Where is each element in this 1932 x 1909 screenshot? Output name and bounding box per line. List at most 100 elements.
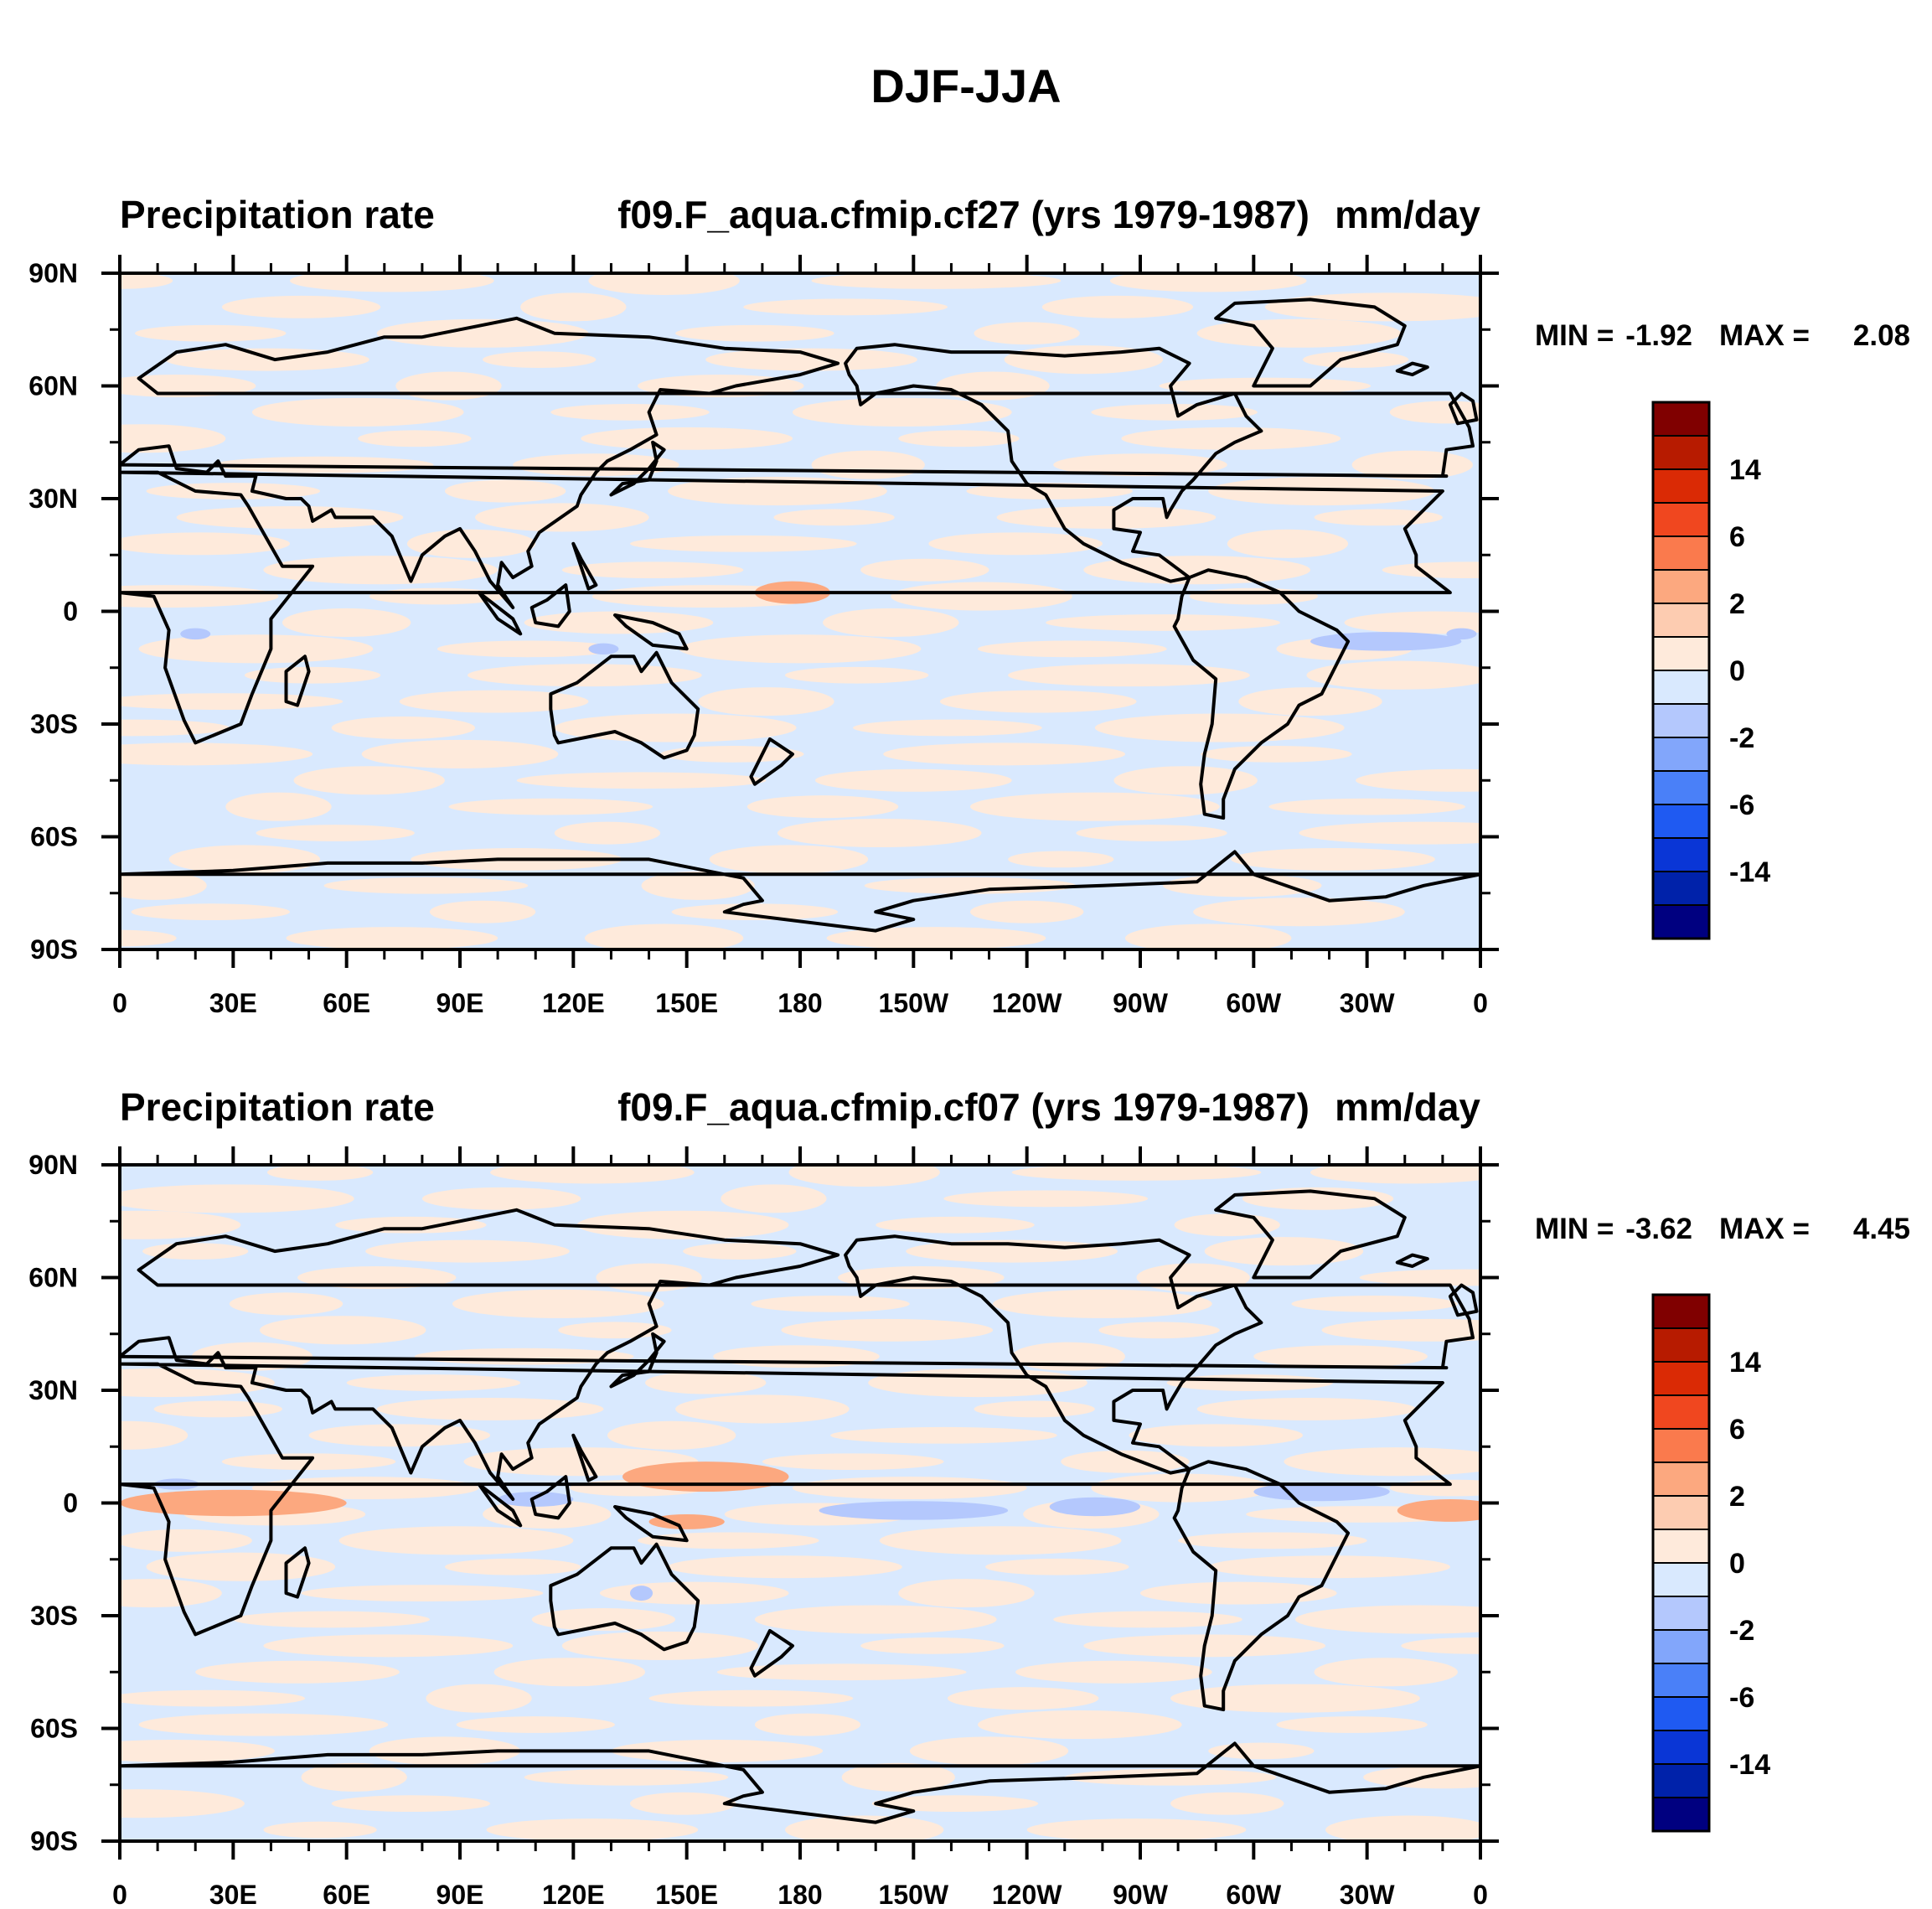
anomaly-blob [830,1426,1057,1444]
anomaly-blob [1136,1263,1250,1292]
anomaly-blob [1231,847,1435,871]
anomaly-blob [516,772,767,789]
anomaly-blob [290,273,494,292]
anomaly-blob [1174,1213,1280,1237]
coastline-greenland [1214,297,1407,388]
precip-feature-neg [819,1501,1009,1520]
anomaly-blob [520,292,627,322]
anomaly-blob [1291,1296,1458,1312]
anomaly-blob [841,1762,955,1792]
anomaly-blob [645,1371,767,1394]
precip-feature-neg [588,643,619,655]
anomaly-blob [1310,1165,1480,1184]
coastline-new-guinea [613,613,689,651]
anomaly-blob [244,666,381,684]
coastline-new-zealand [749,1628,794,1678]
lon-tick-label: 120E [542,1880,605,1905]
anomaly-blob [1276,1716,1428,1733]
coastline-sumatra [477,591,523,636]
anomaly-blob [1363,1766,1480,1789]
precip-feature-pos [622,1461,789,1493]
lon-tick-label: 120W [992,1880,1062,1905]
anomaly-blob [1178,1532,1367,1549]
anomaly-blob [358,430,472,448]
anomaly-blob [444,479,566,503]
anomaly-blob [898,1579,1035,1608]
anomaly-blob [668,1555,902,1579]
anomaly-blob [705,348,917,371]
colorbar-swatch [1652,468,1710,504]
colorbar-swatch [1652,904,1710,939]
anomaly-blob [751,1296,910,1312]
lat-tick-label: 60S [30,822,78,852]
anomaly-blob [784,666,929,684]
anomaly-blob [876,1216,1035,1234]
anomaly-blob [698,687,834,717]
anomaly-blob [301,1762,407,1792]
lat-tick-label: 30S [30,1601,78,1631]
colorbar-label: -2 [1729,722,1754,754]
anomaly-blob [120,929,177,947]
anomaly-blob [120,1789,245,1818]
precip-feature-neg [1049,1497,1141,1517]
anomaly-blob [120,1689,306,1707]
anomaly-blob [146,483,321,499]
anomaly-blob [1253,1345,1428,1368]
colorbar-swatch [1652,502,1710,537]
anomaly-blob [1389,1479,1480,1497]
anomaly-blob [596,1263,702,1292]
anomaly-blob [1295,1605,1480,1634]
anomaly-blob [1041,295,1194,318]
anomaly-blob [369,1736,521,1766]
anomaly-blob [452,1289,664,1318]
anomaly-blob [883,742,1125,766]
bottom-min-value: -3.62 [1625,1213,1692,1245]
coastline-madagascar [284,654,311,707]
anomaly-blob [229,1292,344,1316]
anomaly-blob [214,456,434,473]
anomaly-blob [561,561,744,579]
bottom-max-value: 4.45 [1853,1213,1910,1245]
anomaly-blob [1189,587,1319,605]
anomaly-blob [120,1368,275,1398]
lat-tick-label: 90S [30,1826,78,1856]
colorbar-swatch [1652,1763,1710,1798]
lat-tick-label: 30N [28,1375,78,1405]
anomaly-blob [1008,851,1114,868]
anomaly-blob [426,1684,532,1713]
colorbar-swatch [1652,1629,1710,1664]
anomaly-blob [1401,1637,1480,1654]
anomaly-blob [936,371,1050,401]
anomaly-blob [120,424,226,453]
anomaly-blob [871,1795,1039,1813]
anomaly-blob [716,1663,967,1681]
anomaly-blob [335,1216,487,1234]
anomaly-blob [120,532,290,556]
anomaly-blob [1109,273,1307,292]
anomaly-blob [746,795,899,819]
colorbar-swatch [1652,636,1710,671]
anomaly-blob [1227,529,1349,558]
anomaly-blob [524,1768,729,1786]
anomaly-blob [1382,561,1480,579]
anomaly-blob [550,404,710,421]
anomaly-blob [138,634,374,664]
anomaly-blob [120,1210,241,1239]
anomaly-blob [131,903,290,921]
anomaly-blob [788,1165,940,1187]
anomaly-blob [1196,318,1402,348]
bottom-panel-left-title: Precipitation rate [120,1085,435,1129]
anomaly-blob [323,877,529,894]
anomaly-blob [437,640,619,658]
anomaly-blob [293,766,445,795]
colorbar-label: 14 [1729,454,1761,486]
lon-tick-label: 60E [323,988,370,1018]
lon-tick-label: 60W [1226,1880,1282,1905]
coastline-japan [609,1332,666,1389]
lon-tick-label: 180 [777,988,822,1018]
anomaly-blob [909,1736,1069,1766]
anomaly-blob [225,792,332,821]
anomaly-blob [1284,1447,1480,1477]
colorbar-swatch [1652,1529,1710,1564]
